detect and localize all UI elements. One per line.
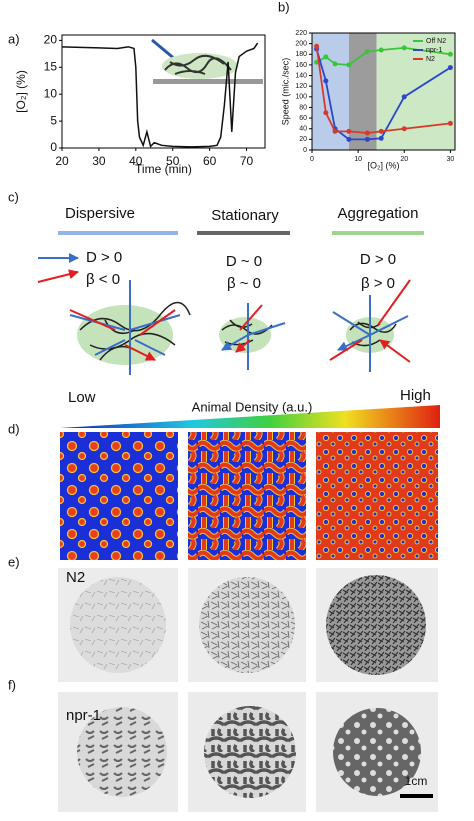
column-bar (332, 231, 424, 235)
data-point (323, 110, 329, 116)
density-wedge (60, 405, 440, 428)
column-title: Dispersive (65, 205, 135, 222)
data-point (401, 94, 407, 100)
strain-label: N2 (66, 569, 85, 586)
x-tick-label: 70 (240, 154, 254, 168)
legend-label: Off N2 (426, 38, 446, 45)
data-point (346, 62, 352, 68)
panel-label: e) (8, 554, 20, 569)
data-point (323, 78, 329, 84)
data-point (314, 43, 320, 49)
y-tick-label: 160 (295, 62, 307, 69)
x-tick-label: 0 (310, 156, 314, 163)
x-tick-label: 30 (92, 154, 106, 168)
data-point (364, 136, 370, 142)
data-point (378, 128, 384, 134)
y-tick-label: 80 (299, 104, 307, 111)
column-bar (197, 231, 290, 235)
panel-label: c) (8, 189, 19, 204)
x-tick-label: 30 (446, 156, 454, 163)
y-tick-label: 0 (303, 147, 307, 154)
y-tick-label: 100 (295, 94, 307, 101)
y-tick-label: 180 (295, 51, 307, 58)
data-point (378, 47, 384, 53)
panel-f: npr-1 1cm (58, 692, 438, 812)
data-point (332, 61, 338, 67)
y-tick-label: 0 (50, 140, 57, 154)
y-tick-label: 220 (295, 30, 307, 37)
y-axis-label: [O₂] (%) (14, 70, 28, 113)
data-point (401, 45, 407, 51)
y-tick-label: 20 (299, 136, 307, 143)
density-low: Low (68, 389, 96, 406)
density-axis-label: Animal Density (a.u.) (192, 399, 313, 414)
x-tick-label: 20 (55, 154, 69, 168)
inset-worms (151, 38, 263, 84)
panel-label: f) (8, 677, 16, 692)
x-tick-label: 10 (354, 156, 362, 163)
data-line (315, 46, 451, 134)
data-point (323, 54, 329, 60)
x-axis-label: [O₂] (%) (368, 160, 400, 170)
data-line (315, 48, 451, 141)
data-point (378, 135, 384, 141)
y-tick-label: 20 (44, 33, 58, 47)
x-tick-label: 50 (166, 154, 180, 168)
data-line (61, 42, 259, 148)
param: β ~ 0 (227, 275, 261, 292)
column-title: Stationary (211, 207, 279, 224)
panel-label: a) (8, 31, 20, 46)
param: D > 0 (86, 249, 122, 266)
density-high: High (400, 387, 431, 404)
y-tick-label: 140 (295, 72, 307, 79)
data-point (447, 51, 453, 57)
y-tick-label: 15 (44, 59, 58, 73)
data-point (364, 130, 370, 136)
panel-e: N2 (58, 568, 438, 682)
scale-bar (400, 794, 433, 798)
plot-frame (61, 34, 266, 149)
panel-label: d) (8, 421, 20, 436)
column-bar (58, 231, 178, 235)
y-tick-label: 60 (299, 115, 307, 122)
simulation-image (60, 432, 178, 560)
x-axis-label: Time (min) (135, 162, 192, 176)
data-point (447, 120, 453, 126)
y-tick-label: 120 (295, 83, 307, 90)
param: D ~ 0 (226, 253, 262, 270)
y-tick-label: 5 (50, 113, 57, 127)
plot-frame (311, 32, 456, 151)
x-tick-label: 60 (203, 154, 217, 168)
panel-d: Low High Animal Density (a.u.) (60, 387, 440, 560)
data-point (332, 128, 338, 134)
shaded-region (348, 33, 377, 150)
column-title: Aggregation (338, 205, 419, 222)
param: β < 0 (86, 271, 120, 288)
legend-label: npr-1 (426, 47, 442, 54)
scale-bar-label: 1cm (405, 774, 428, 788)
y-tick-label: 10 (44, 86, 58, 100)
strain-label: npr-1 (66, 707, 101, 724)
panel-label: b) (278, 0, 290, 14)
legend-label: N2 (426, 56, 435, 63)
x-tick-label: 40 (129, 154, 143, 168)
data-point (346, 128, 352, 134)
y-tick-label: 40 (299, 126, 307, 133)
param: D > 0 (360, 251, 396, 268)
simulation-image (188, 432, 306, 560)
param: β > 0 (361, 275, 395, 292)
data-point (364, 49, 370, 55)
data-point (447, 65, 453, 71)
panel-c: Dispersive Stationary Aggregation D > 0 … (37, 205, 424, 375)
y-tick-label: 200 (295, 40, 307, 47)
data-point (346, 136, 352, 142)
data-point (401, 126, 407, 132)
arrow (37, 269, 79, 283)
simulation-image (316, 432, 438, 560)
x-tick-label: 20 (400, 156, 408, 163)
y-axis-label: Speed (mic./sec) (280, 58, 290, 126)
